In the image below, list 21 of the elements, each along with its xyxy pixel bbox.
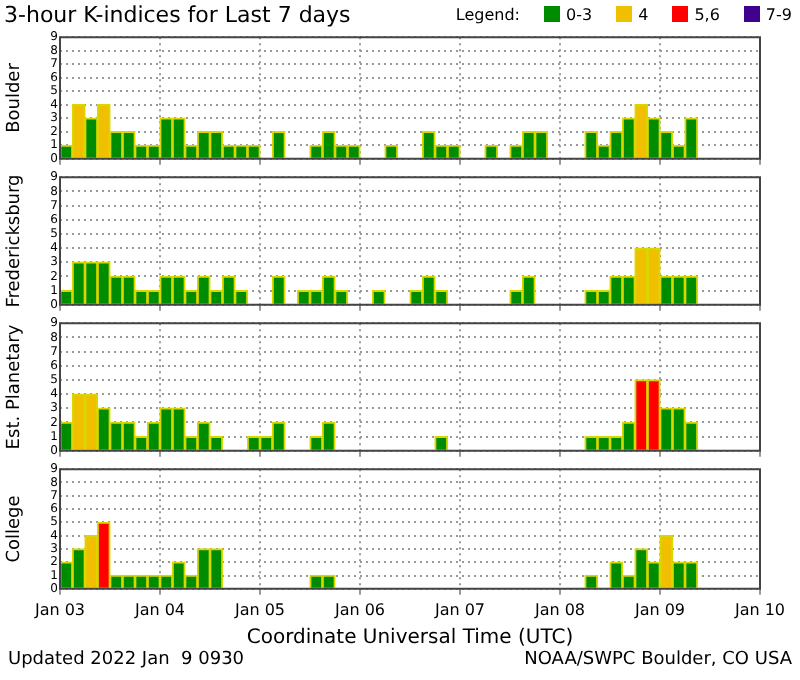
legend-label: 7-9	[765, 5, 792, 23]
x-tick-label: Jan 05	[232, 600, 286, 619]
y-axis-title: College	[5, 494, 26, 563]
y-axis-title: Est. Planetary	[5, 323, 26, 450]
legend-title: Legend:	[455, 5, 521, 23]
x-tick-label: Jan 04	[132, 600, 186, 619]
text: NOAA/SWPC Boulder, CO USA	[524, 650, 792, 674]
x-tick-label: Jan 03	[32, 600, 86, 619]
legend-label: 5,6	[694, 5, 720, 23]
x-tick-label: Jan 06	[332, 600, 386, 619]
x-tick-label: Jan 09	[632, 600, 686, 619]
y-axis-title: Fredericksburg	[5, 174, 26, 308]
legend-label: 0-3	[566, 5, 593, 23]
x-axis-title: Coordinate Universal Time (UTC)	[246, 627, 574, 650]
x-tick-label: Jan 10	[732, 600, 786, 619]
text: Updated 2022 Jan 9 0930	[8, 650, 245, 674]
chart-title: 3-hour K-indices for Last 7 days	[4, 1, 351, 27]
y-axis-title: Boulder	[5, 62, 26, 133]
legend-label: 4	[638, 5, 649, 23]
x-tick-label: Jan 08	[532, 600, 586, 619]
x-tick-label: Jan 07	[432, 600, 486, 619]
